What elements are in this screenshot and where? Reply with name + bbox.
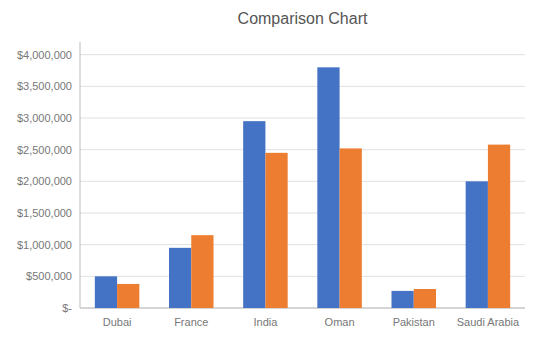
bar (414, 289, 436, 308)
bar (488, 145, 510, 308)
grid-line (80, 244, 525, 245)
bars (95, 67, 510, 308)
chart: Comparison Chart $- $500,000 $1,000,000 $1,5… (0, 0, 540, 338)
bar (392, 291, 414, 308)
title: Comparison Chart (238, 10, 368, 27)
grid-line (80, 86, 525, 87)
y-tick-label: $3,000,000 (17, 112, 72, 124)
y-tick-label: $2,500,000 (17, 144, 72, 156)
x-tick-label: Dubai (103, 316, 132, 328)
bar (466, 181, 488, 308)
bar (169, 248, 191, 308)
y-tick-label: $4,000,000 (17, 49, 72, 61)
bar (243, 121, 265, 308)
y-tick-label: $2,000,000 (17, 175, 72, 187)
chart-container: Comparison Chart $- $500,000 $1,000,000 $1,5… (0, 0, 540, 338)
x-tick-label: France (174, 316, 208, 328)
x-tick-label: Oman (325, 316, 355, 328)
grid-line (80, 308, 525, 309)
y-tick-label: $500,000 (26, 270, 72, 282)
y-tick-label: $1,500,000 (17, 207, 72, 219)
x-axis-labels: Dubai France India Oman Pakistan Saudi Arabia (103, 316, 520, 328)
y-axis-labels: $- $500,000 $1,000,000 $1,500,000 $2,000,000… (17, 49, 72, 314)
page: {"chart_data": {"type": "bar", "title": … (0, 0, 540, 338)
grid-line (80, 213, 525, 214)
bar (95, 276, 117, 308)
grid (80, 55, 525, 308)
bar (191, 235, 213, 308)
x-tick-label: Pakistan (393, 316, 435, 328)
grid-line (80, 118, 525, 119)
bar (117, 284, 139, 308)
grid-line (80, 54, 525, 55)
x-tick-label: Saudi Arabia (457, 316, 520, 328)
bar (317, 67, 339, 308)
grid-line (80, 181, 525, 182)
y-tick-label: $1,000,000 (17, 239, 72, 251)
y-tick-label: $- (62, 302, 72, 314)
bar (340, 148, 362, 308)
x-axis-line (80, 308, 525, 309)
y-tick-label: $3,500,000 (17, 80, 72, 92)
grid-line (80, 276, 525, 277)
bar (265, 153, 287, 308)
x-tick-label: India (253, 316, 278, 328)
grid-line (80, 149, 525, 150)
y-axis-line (80, 42, 81, 308)
